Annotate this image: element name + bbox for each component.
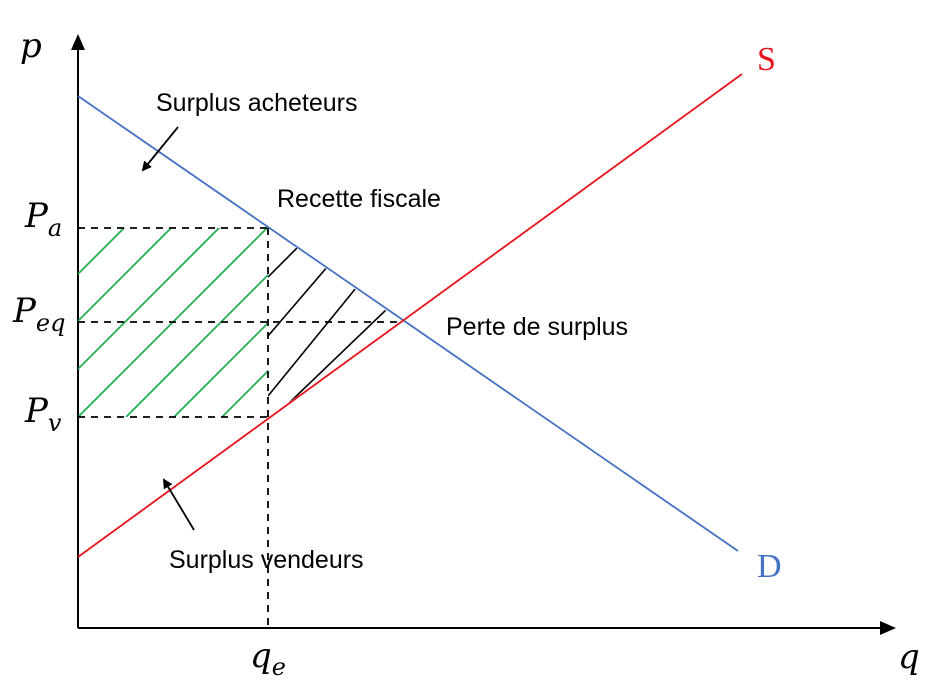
y-axis-label: p [20, 26, 42, 66]
qe-label: qe [250, 636, 286, 681]
demand-label: D [757, 548, 782, 585]
x-axis-label: q [898, 637, 920, 677]
buyer-surplus-label: Surplus acheteurs [156, 89, 358, 117]
axes [71, 34, 896, 635]
pa-label: Pa [24, 196, 62, 242]
buyer-surplus-arrow [141, 126, 179, 172]
supply-label: S [757, 41, 776, 78]
demand-curve [77, 95, 739, 552]
tax-revenue-label: Recette fiscale [277, 185, 441, 213]
guide-lines [78, 227, 402, 628]
supply-curve [77, 73, 743, 558]
peq-label: Peq [12, 291, 65, 337]
deadweight-loss-hatch [268, 244, 389, 405]
tax-revenue-hatch [78, 228, 268, 417]
seller-surplus-label: Surplus vendeurs [169, 546, 364, 574]
y-axis-arrow [71, 34, 85, 50]
deadweight-loss-label: Perte de surplus [446, 313, 628, 341]
seller-surplus-arrow [162, 478, 195, 531]
x-axis-arrow [880, 621, 896, 635]
pv-label: Pv [24, 391, 62, 437]
